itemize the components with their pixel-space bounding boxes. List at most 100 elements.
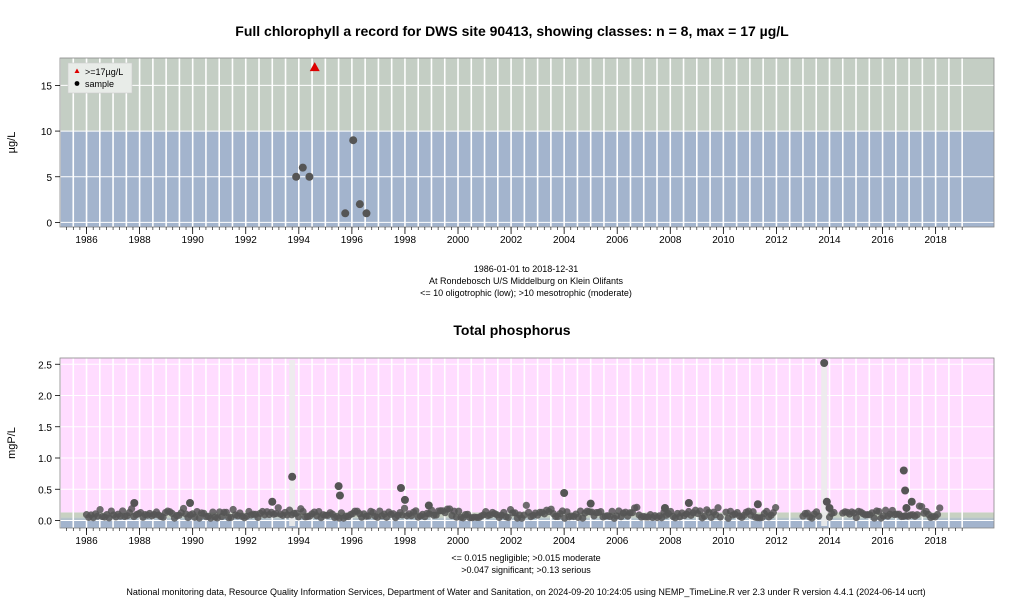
x-tick-label: 2000 — [447, 536, 470, 547]
chart-title: Full chlorophyll a record for DWS site 9… — [235, 23, 789, 39]
y-axis-label: µg/L — [6, 132, 18, 154]
data-point — [933, 510, 942, 519]
data-point — [179, 504, 188, 513]
data-point — [292, 172, 301, 181]
x-tick-label: 1996 — [341, 536, 364, 547]
data-point — [608, 507, 616, 515]
legend-label: sample — [85, 79, 114, 89]
x-tick-label: 2004 — [553, 235, 576, 246]
data-point — [186, 499, 195, 507]
data-point — [815, 512, 823, 520]
data-point — [586, 499, 595, 508]
y-tick-label: 2.0 — [38, 392, 52, 403]
data-point — [597, 508, 605, 516]
data-point — [355, 200, 364, 209]
footer-credit: National monitoring data, Resource Quali… — [126, 587, 925, 597]
data-point — [294, 513, 303, 521]
chart-caption: >0.047 significant; >0.13 serious — [461, 565, 591, 575]
x-tick-label: 1990 — [182, 235, 205, 246]
data-point — [820, 359, 829, 367]
x-tick-label: 2002 — [500, 536, 523, 547]
data-point — [298, 163, 307, 172]
class-band-1 — [60, 131, 994, 227]
data-point — [128, 505, 136, 513]
legend-label: >=17µg/L — [85, 67, 123, 77]
data-point — [716, 513, 724, 521]
x-tick-label: 1998 — [394, 536, 417, 547]
y-tick-label: 0.0 — [38, 517, 52, 528]
x-tick-label: 1994 — [288, 536, 311, 547]
data-point — [899, 466, 908, 475]
plot-frame — [59, 57, 995, 228]
data-point — [918, 503, 926, 511]
data-point — [714, 504, 722, 512]
x-tick-label: 2016 — [871, 235, 894, 246]
data-point — [400, 495, 409, 504]
legend: >=17µg/L sample — [67, 62, 133, 94]
data-point — [341, 209, 350, 218]
x-tick-label: 2008 — [659, 536, 682, 547]
legend-marker-triangle — [74, 68, 80, 73]
data-point — [560, 489, 569, 497]
data-point — [870, 514, 878, 522]
data-point — [936, 504, 944, 512]
data-point — [875, 507, 883, 516]
data-point — [335, 491, 344, 500]
highlight-bar — [289, 360, 296, 526]
data-point — [362, 209, 371, 218]
data-point — [400, 504, 409, 512]
x-tick-label: 2018 — [925, 536, 948, 547]
y-axis-label: mgP/L — [6, 427, 18, 459]
x-tick-label: 2010 — [712, 536, 735, 547]
class-band-2 — [60, 517, 994, 520]
data-point — [907, 497, 916, 506]
y-tick-label: 0 — [46, 218, 52, 229]
chart-caption: <= 0.015 negligible; >0.015 moderate — [451, 553, 600, 563]
y-tick-label: 0.5 — [38, 485, 52, 496]
data-point — [299, 507, 307, 516]
chart-panel-1: Full chlorophyll a record for DWS site 9… — [6, 23, 995, 298]
x-tick-label: 1988 — [128, 235, 151, 246]
data-point — [455, 507, 463, 515]
x-tick-label: 1986 — [75, 235, 98, 246]
x-tick-label: 2004 — [553, 536, 576, 547]
y-tick-label: 15 — [41, 81, 53, 92]
data-point — [825, 504, 834, 512]
x-tick-label: 1992 — [235, 235, 258, 246]
data-point — [288, 472, 297, 481]
x-tick-label: 1986 — [75, 536, 98, 547]
x-tick-label: 2012 — [765, 235, 788, 246]
x-tick-label: 2016 — [871, 536, 894, 547]
data-point — [229, 505, 237, 514]
chart-caption: 1986-01-01 to 2018-12-31 — [474, 264, 579, 274]
data-point — [913, 511, 921, 519]
chart-caption: <= 10 oligotrophic (low); >10 mesotrophi… — [420, 288, 632, 298]
x-tick-label: 2000 — [447, 235, 470, 246]
x-tick-label: 1996 — [341, 235, 364, 246]
data-point — [349, 136, 358, 145]
data-point — [772, 504, 780, 512]
data-point — [660, 504, 669, 512]
legend-box — [67, 62, 133, 94]
highlight-bar — [821, 360, 828, 526]
y-tick-label: 1.0 — [38, 454, 52, 465]
legend-marker-circle — [74, 81, 80, 86]
data-point — [696, 507, 704, 515]
x-tick-label: 1994 — [288, 235, 311, 246]
y-tick-label: 10 — [41, 127, 53, 138]
data-point — [749, 508, 757, 516]
x-tick-label: 2014 — [818, 536, 841, 547]
class-band-2 — [60, 58, 994, 132]
data-point — [684, 499, 693, 507]
x-tick-label: 2012 — [765, 536, 788, 547]
data-point — [852, 513, 860, 522]
x-tick-label: 2010 — [712, 235, 735, 246]
data-point — [396, 484, 405, 492]
data-point — [119, 507, 127, 515]
x-tick-label: 2018 — [925, 235, 948, 246]
data-point — [902, 504, 911, 512]
data-point — [753, 500, 762, 509]
x-tick-label: 1990 — [182, 536, 205, 547]
y-tick-label: 1.5 — [38, 423, 52, 434]
